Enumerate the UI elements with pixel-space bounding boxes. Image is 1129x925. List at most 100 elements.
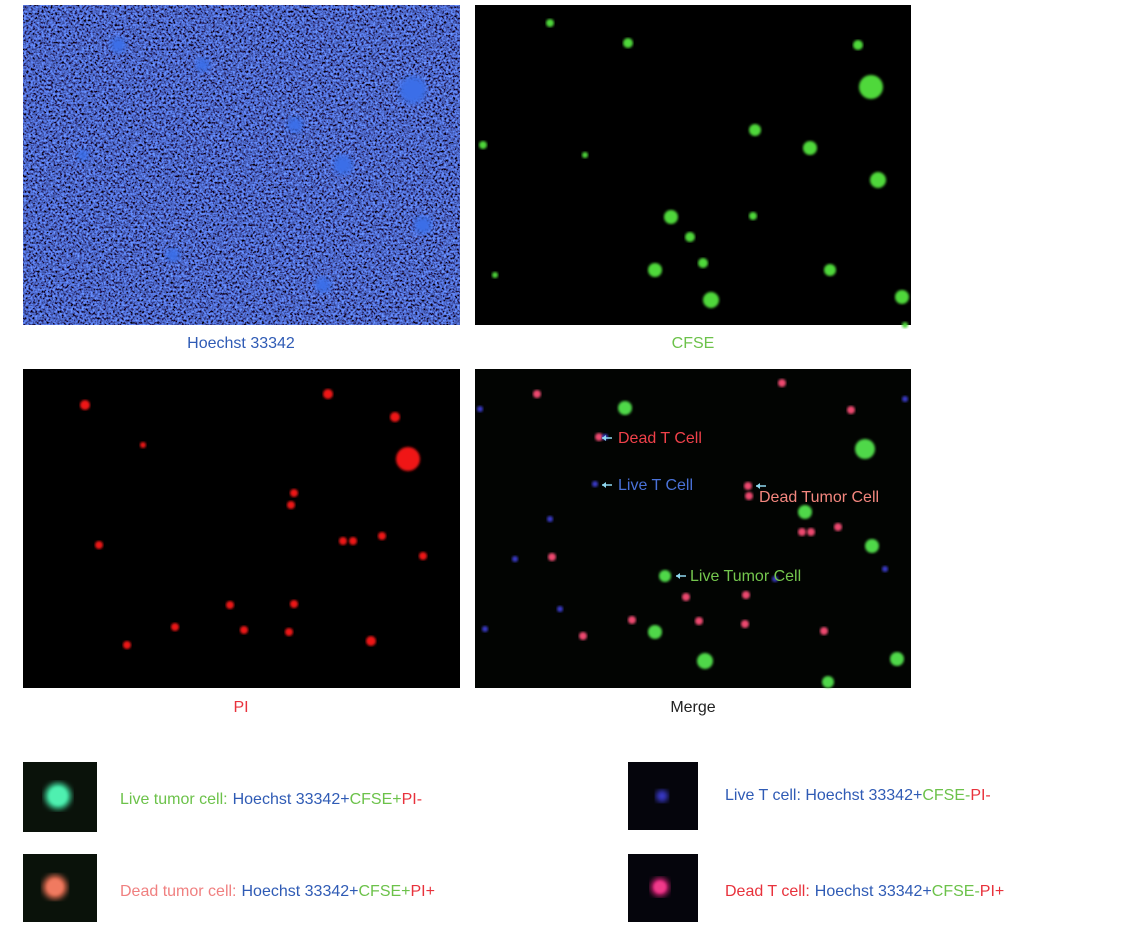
cell — [414, 216, 432, 234]
legend-segment: PI- — [402, 791, 422, 808]
cell — [287, 501, 295, 509]
cell — [703, 292, 719, 308]
cell — [749, 212, 757, 220]
panel-label: CFSE — [672, 335, 715, 352]
cell — [654, 881, 666, 893]
cell — [399, 76, 427, 104]
cell — [744, 482, 752, 490]
cell — [859, 75, 883, 99]
cell — [80, 400, 90, 410]
legend-segment: Hoechst 33342+ — [815, 883, 932, 900]
cell — [648, 263, 662, 277]
legend-segment: Dead tumor cell: — [120, 883, 237, 900]
cell — [548, 553, 556, 561]
cell — [778, 379, 786, 387]
cell — [390, 412, 400, 422]
cell — [477, 406, 483, 412]
merge-image — [475, 369, 911, 688]
cell — [865, 539, 879, 553]
legend-segment: CFSE- — [922, 787, 970, 804]
cell — [582, 152, 588, 158]
legend-segment: PI+ — [411, 883, 435, 900]
cell — [49, 787, 67, 805]
cell — [592, 481, 598, 487]
cell — [315, 277, 331, 293]
cell — [664, 210, 678, 224]
cell — [533, 390, 541, 398]
cell — [47, 879, 63, 895]
cell — [695, 617, 703, 625]
cell — [820, 627, 828, 635]
cell — [287, 117, 303, 133]
legend-segment: Dead T cell: — [725, 883, 810, 900]
cell — [745, 492, 753, 500]
legend-entry: Dead tumor cell:Hoechst 33342+CFSE+PI+ — [120, 883, 435, 900]
cell — [595, 433, 603, 441]
cell — [902, 396, 908, 402]
cell — [333, 155, 353, 175]
legend-segment: Hoechst 33342+ — [233, 791, 350, 808]
cell — [226, 601, 234, 609]
cell — [742, 591, 750, 599]
cell — [546, 19, 554, 27]
cell — [396, 447, 420, 471]
cell — [798, 528, 806, 536]
hoechst-noise — [23, 5, 460, 325]
cell — [656, 790, 668, 802]
cell — [349, 537, 357, 545]
cell — [123, 641, 131, 649]
cell — [807, 528, 815, 536]
cell — [419, 552, 427, 560]
panel-label: Hoechst 33342 — [187, 335, 295, 352]
cell — [741, 620, 749, 628]
legend-segment: Live tumor cell: — [120, 791, 228, 808]
cell — [196, 58, 210, 72]
cfse-image — [475, 5, 911, 325]
cell — [290, 600, 298, 608]
cell — [648, 625, 662, 639]
legend-entry: Live T cell: Hoechst 33342+CFSE-PI- — [725, 787, 991, 804]
cell — [697, 653, 713, 669]
legend-segment: Live T cell: Hoechst 33342+ — [725, 787, 922, 804]
cell — [240, 626, 248, 634]
cell — [579, 632, 587, 640]
legend-entry: Dead T cell: Hoechst 33342+CFSE-PI+ — [725, 883, 1004, 900]
cell — [482, 626, 488, 632]
cell — [798, 505, 812, 519]
cell — [822, 676, 834, 688]
legend-entry: Live tumor cell: Hoechst 33342+CFSE+PI- — [120, 791, 422, 808]
cell — [77, 149, 89, 161]
legend-segment: PI+ — [980, 883, 1004, 900]
cell — [682, 593, 690, 601]
cell — [890, 652, 904, 666]
cell — [749, 124, 761, 136]
cell — [479, 141, 487, 149]
cell — [366, 636, 376, 646]
cell — [628, 616, 636, 624]
cell — [882, 566, 888, 572]
annotation: Dead Tumor Cell — [759, 489, 879, 506]
legend-segment: CFSE- — [932, 883, 980, 900]
cell — [855, 439, 875, 459]
cell — [547, 516, 553, 522]
cell — [492, 272, 498, 278]
panel-label: PI — [233, 699, 248, 716]
cell — [110, 37, 126, 53]
annotation: Live T Cell — [618, 477, 693, 494]
cell — [847, 406, 855, 414]
panel-label: Merge — [670, 699, 715, 716]
cell — [323, 389, 333, 399]
cell — [834, 523, 842, 531]
cell — [339, 537, 347, 545]
cell — [618, 401, 632, 415]
cell — [171, 623, 179, 631]
cell — [902, 322, 908, 328]
annotation: Live Tumor Cell — [690, 568, 801, 585]
cell — [659, 570, 671, 582]
cell — [870, 172, 886, 188]
legend-segment: CFSE+ — [350, 791, 402, 808]
legend-segment: PI- — [970, 787, 990, 804]
cell — [685, 232, 695, 242]
cell — [824, 264, 836, 276]
cell — [512, 556, 518, 562]
